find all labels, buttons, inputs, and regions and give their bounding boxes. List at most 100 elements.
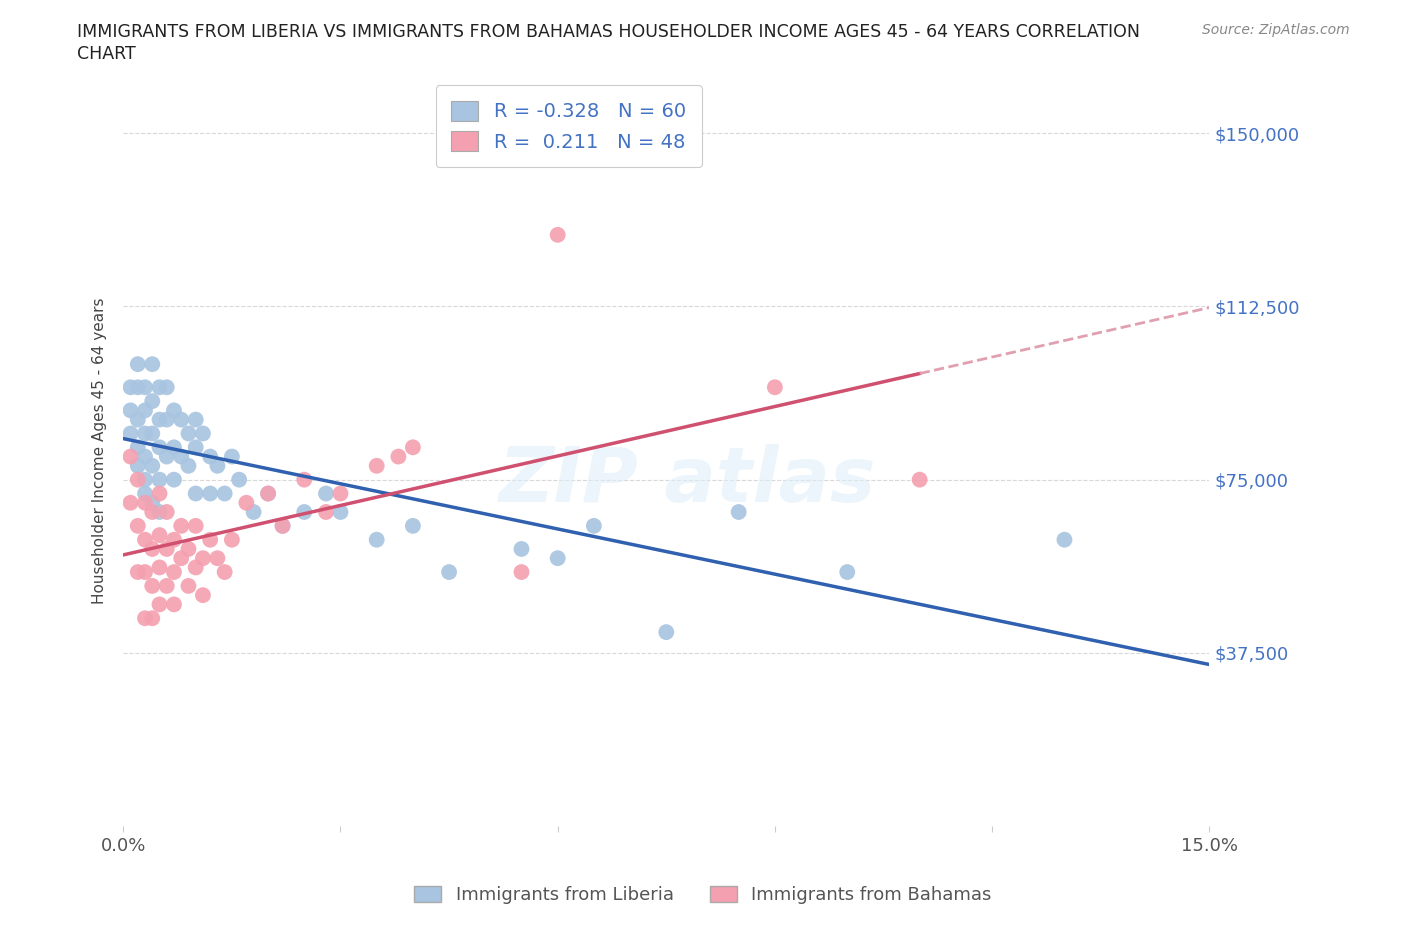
Point bbox=[141, 426, 163, 441]
Point bbox=[163, 440, 186, 455]
Point bbox=[271, 518, 294, 533]
Y-axis label: Householder Income Ages 45 - 64 years: Householder Income Ages 45 - 64 years bbox=[93, 298, 107, 604]
Point bbox=[329, 505, 352, 520]
Point bbox=[120, 449, 142, 464]
Point bbox=[127, 357, 149, 372]
Point bbox=[191, 588, 214, 603]
Point bbox=[134, 496, 156, 511]
Point bbox=[134, 565, 156, 579]
Point bbox=[134, 532, 156, 547]
Point bbox=[148, 527, 170, 542]
Point bbox=[148, 486, 170, 501]
Point bbox=[908, 472, 931, 487]
Point bbox=[170, 412, 193, 427]
Point bbox=[120, 426, 142, 441]
Point bbox=[141, 393, 163, 408]
Point bbox=[207, 551, 229, 565]
Text: IMMIGRANTS FROM LIBERIA VS IMMIGRANTS FROM BAHAMAS HOUSEHOLDER INCOME AGES 45 - : IMMIGRANTS FROM LIBERIA VS IMMIGRANTS FR… bbox=[77, 23, 1140, 41]
Point bbox=[214, 565, 236, 579]
Point bbox=[198, 449, 221, 464]
Point bbox=[184, 440, 207, 455]
Point bbox=[184, 518, 207, 533]
Point bbox=[120, 403, 142, 418]
Point bbox=[402, 440, 425, 455]
Point bbox=[141, 357, 163, 372]
Point bbox=[547, 228, 569, 243]
Point bbox=[134, 379, 156, 394]
Point bbox=[228, 472, 250, 487]
Point bbox=[402, 518, 425, 533]
Point bbox=[191, 426, 214, 441]
Point bbox=[221, 532, 243, 547]
Point bbox=[184, 560, 207, 575]
Point bbox=[727, 505, 749, 520]
Point bbox=[156, 412, 179, 427]
Text: Source: ZipAtlas.com: Source: ZipAtlas.com bbox=[1202, 23, 1350, 37]
Point bbox=[148, 379, 170, 394]
Point bbox=[198, 486, 221, 501]
Point bbox=[163, 565, 186, 579]
Text: CHART: CHART bbox=[77, 45, 136, 62]
Point bbox=[134, 611, 156, 626]
Point bbox=[163, 597, 186, 612]
Point bbox=[510, 541, 533, 556]
Point bbox=[156, 449, 179, 464]
Legend: Immigrants from Liberia, Immigrants from Bahamas: Immigrants from Liberia, Immigrants from… bbox=[406, 879, 1000, 911]
Point bbox=[148, 440, 170, 455]
Point bbox=[170, 518, 193, 533]
Point bbox=[242, 505, 264, 520]
Point bbox=[127, 379, 149, 394]
Point bbox=[177, 541, 200, 556]
Point bbox=[141, 611, 163, 626]
Point bbox=[837, 565, 859, 579]
Point bbox=[257, 486, 280, 501]
Point bbox=[257, 486, 280, 501]
Point bbox=[366, 458, 388, 473]
Point bbox=[163, 403, 186, 418]
Point bbox=[170, 551, 193, 565]
Point bbox=[127, 412, 149, 427]
Point bbox=[315, 505, 337, 520]
Point bbox=[156, 379, 179, 394]
Point bbox=[184, 486, 207, 501]
Point bbox=[292, 472, 315, 487]
Point bbox=[127, 565, 149, 579]
Point bbox=[156, 505, 179, 520]
Point bbox=[163, 472, 186, 487]
Point bbox=[221, 449, 243, 464]
Point bbox=[141, 541, 163, 556]
Point bbox=[148, 505, 170, 520]
Point bbox=[148, 597, 170, 612]
Point bbox=[582, 518, 605, 533]
Point bbox=[148, 472, 170, 487]
Point bbox=[163, 532, 186, 547]
Point bbox=[141, 496, 163, 511]
Point bbox=[214, 486, 236, 501]
Point bbox=[547, 551, 569, 565]
Point bbox=[134, 449, 156, 464]
Point bbox=[292, 505, 315, 520]
Point bbox=[127, 458, 149, 473]
Point bbox=[655, 625, 678, 640]
Point bbox=[141, 458, 163, 473]
Point bbox=[127, 518, 149, 533]
Point bbox=[170, 449, 193, 464]
Point bbox=[141, 578, 163, 593]
Point bbox=[141, 505, 163, 520]
Point bbox=[127, 472, 149, 487]
Point bbox=[156, 541, 179, 556]
Point bbox=[148, 560, 170, 575]
Point bbox=[134, 472, 156, 487]
Point bbox=[437, 565, 460, 579]
Point bbox=[329, 486, 352, 501]
Point bbox=[315, 486, 337, 501]
Point bbox=[156, 578, 179, 593]
Legend: R = -0.328   N = 60, R =  0.211   N = 48: R = -0.328 N = 60, R = 0.211 N = 48 bbox=[436, 86, 702, 167]
Point bbox=[127, 440, 149, 455]
Point bbox=[177, 426, 200, 441]
Point bbox=[177, 578, 200, 593]
Point bbox=[763, 379, 786, 394]
Point bbox=[134, 426, 156, 441]
Point bbox=[1053, 532, 1076, 547]
Point bbox=[510, 565, 533, 579]
